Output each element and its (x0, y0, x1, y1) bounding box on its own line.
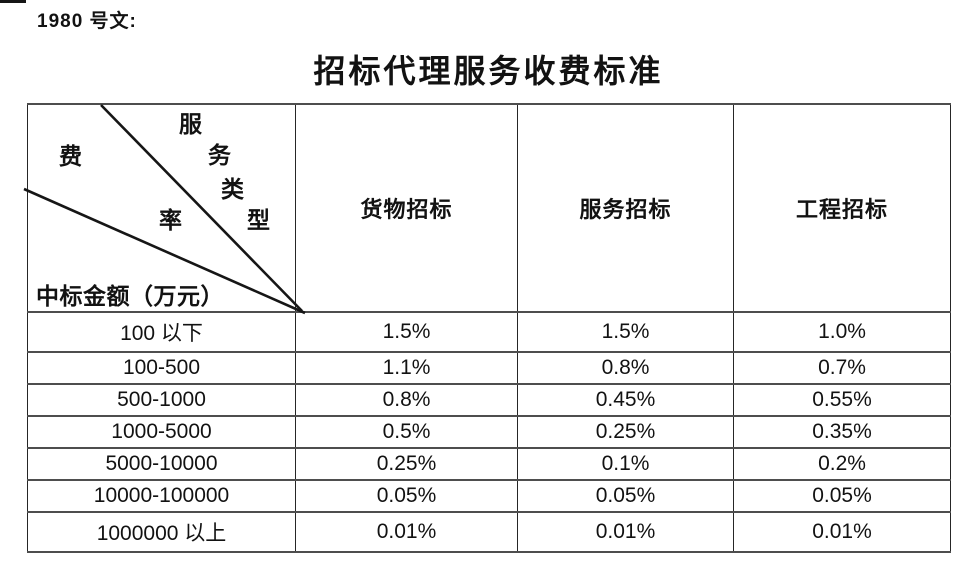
table-row: 100-500 1.1% 0.8% 0.7% (27, 350, 951, 385)
corner-label-service-type-char: 务 (208, 143, 232, 168)
fee-value-cell: 0.01% (733, 511, 951, 553)
fee-value-cell: 0.1% (517, 447, 734, 482)
table-row: 1000000 以上 0.01% 0.01% 0.01% (27, 511, 951, 553)
fee-value-cell: 0.5% (295, 414, 518, 450)
corner-label-service-type-char: 型 (247, 208, 271, 233)
row-range-label: 5000-10000 (27, 447, 296, 482)
table-row: 100 以下 1.5% 1.5% 1.0% (27, 311, 951, 353)
fee-value-cell: 0.01% (295, 511, 518, 553)
fee-value-cell: 1.5% (295, 311, 518, 353)
page-title: 招标代理服务收费标准 (313, 53, 664, 89)
diagonal-corner-header-cell: 服 务 类 型 费 率 中标金额（万元） (23, 103, 306, 315)
fee-value-cell: 0.35% (733, 414, 951, 450)
column-header-service-bidding: 服务招标 (517, 103, 734, 313)
fee-value-cell: 1.5% (517, 311, 734, 353)
document-number-label: 1980 号文: (37, 11, 137, 32)
table-header-row: 服 务 类 型 费 率 中标金额（万元） 货物招标 服务招标 工程招标 (23, 103, 951, 315)
fee-value-cell: 0.7% (733, 350, 951, 385)
column-header-engineering-bidding: 工程招标 (733, 103, 951, 313)
row-range-label: 100 以下 (27, 311, 296, 353)
table-row: 500-1000 0.8% 0.45% 0.55% (27, 382, 951, 417)
row-range-label: 500-1000 (27, 382, 296, 417)
fee-value-cell: 0.2% (733, 447, 951, 482)
row-range-label: 1000-5000 (27, 414, 296, 450)
fee-value-cell: 0.05% (517, 479, 734, 514)
table-row: 1000-5000 0.5% 0.25% 0.35% (27, 414, 951, 450)
fee-value-cell: 0.45% (517, 382, 734, 417)
fee-value-cell: 0.05% (295, 479, 518, 514)
fee-value-cell: 0.05% (733, 479, 951, 514)
corner-label-service-type-char: 服 (179, 112, 203, 137)
fee-value-cell: 1.1% (295, 350, 518, 385)
fee-value-cell: 0.55% (733, 382, 951, 417)
corner-label-bid-amount: 中标金额（万元） (36, 284, 224, 309)
fee-value-cell: 0.25% (517, 414, 734, 450)
row-range-label: 1000000 以上 (27, 511, 296, 553)
corner-label-fee-rate-char: 费 (59, 144, 83, 169)
row-range-label: 100-500 (27, 350, 296, 385)
fee-value-cell: 0.01% (517, 511, 734, 553)
fee-value-cell: 0.8% (295, 382, 518, 417)
corner-label-fee-rate-char: 率 (159, 208, 183, 233)
table-row: 10000-100000 0.05% 0.05% 0.05% (27, 479, 951, 514)
diagonal-split-lines (23, 104, 306, 315)
corner-label-service-type-char: 类 (221, 177, 245, 202)
fee-value-cell: 0.25% (295, 447, 518, 482)
column-header-goods-bidding: 货物招标 (295, 103, 518, 313)
fee-value-cell: 0.8% (517, 350, 734, 385)
scan-artifact-line (0, 0, 26, 3)
fee-value-cell: 1.0% (733, 311, 951, 353)
fee-standard-table: 服 务 类 型 费 率 中标金额（万元） 货物招标 服务招标 工程招标 100 … (23, 103, 951, 553)
row-range-label: 10000-100000 (27, 479, 296, 514)
table-row: 5000-10000 0.25% 0.1% 0.2% (27, 447, 951, 482)
